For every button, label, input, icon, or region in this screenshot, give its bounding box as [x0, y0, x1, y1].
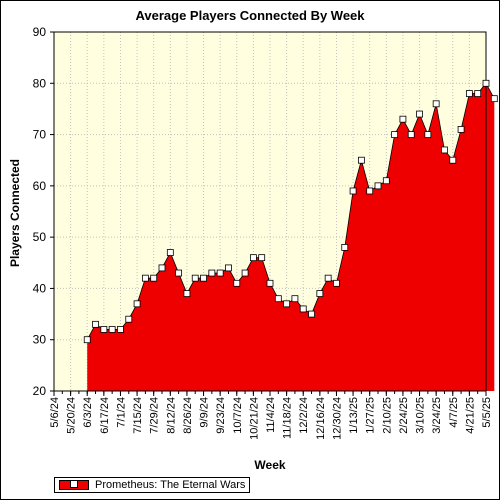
data-point: [424, 131, 432, 138]
y-tick-label: 30: [33, 333, 47, 347]
data-point: [308, 310, 315, 318]
data-point: [382, 177, 390, 185]
data-point: [457, 126, 465, 133]
x-tick-label: 6/3/24: [82, 397, 94, 428]
x-tick-label: 7/1/24: [115, 397, 127, 428]
data-point: [175, 269, 183, 277]
data-point: [441, 146, 448, 154]
x-tick-label: 5/20/24: [66, 397, 78, 434]
y-tick-label: 80: [33, 76, 47, 90]
data-point: [432, 100, 440, 108]
data-point: [100, 326, 108, 333]
y-tick-label: 50: [33, 230, 47, 244]
x-tick-label: 3/24/25: [431, 397, 443, 434]
x-tick-label: 8/12/24: [165, 397, 177, 434]
data-point: [324, 274, 332, 282]
data-point: [125, 315, 133, 323]
data-point: [233, 279, 241, 287]
y-axis-title: Players Connected: [8, 158, 22, 268]
data-point: [391, 131, 399, 138]
data-point: [399, 115, 407, 123]
x-tick-label: 12/16/24: [315, 397, 327, 440]
data-point: [150, 274, 158, 282]
legend-marker: [70, 480, 78, 488]
y-tick-label: 90: [33, 25, 47, 39]
data-point: [225, 264, 232, 272]
x-tick-label: 10/21/24: [248, 397, 260, 440]
x-tick-label: 12/2/24: [298, 397, 310, 434]
data-point: [241, 269, 249, 277]
data-point: [374, 182, 382, 190]
data-point: [83, 336, 91, 344]
x-axis-title: Week: [254, 458, 286, 472]
x-tick-label: 1/13/25: [348, 397, 360, 434]
data-point: [183, 290, 191, 297]
x-tick-label: 7/29/24: [149, 397, 161, 434]
data-point: [465, 90, 473, 97]
data-point: [283, 300, 291, 308]
data-point: [258, 254, 266, 262]
x-tick-label: 11/4/24: [265, 397, 277, 433]
data-point: [407, 131, 415, 138]
data-point: [191, 274, 199, 282]
data-point: [482, 79, 490, 87]
data-point: [166, 249, 174, 256]
data-point: [291, 295, 299, 303]
legend-label: Prometheus: The Eternal Wars: [95, 479, 246, 491]
series-area: [87, 83, 495, 392]
y-tick-label: 40: [33, 281, 47, 295]
y-tick-label: 60: [33, 179, 47, 193]
x-tick-label: 11/18/24: [282, 397, 294, 439]
data-point: [158, 264, 166, 272]
x-tick-label: 4/7/25: [448, 397, 460, 428]
x-tick-label: 12/30/24: [331, 397, 343, 440]
x-tick-label: 9/23/24: [215, 397, 227, 434]
chart-title: Average Players Connected By Week: [135, 8, 365, 23]
data-point: [366, 187, 374, 195]
y-tick-label: 20: [33, 384, 47, 398]
x-tick-label: 1/27/25: [365, 397, 377, 434]
data-point: [341, 243, 349, 251]
x-tick-label: 5/6/24: [49, 397, 61, 428]
x-tick-label: 7/15/24: [132, 397, 144, 434]
data-point: [133, 300, 141, 308]
x-tick-label: 10/7/24: [232, 397, 244, 434]
data-point: [108, 326, 116, 333]
data-point: [490, 95, 498, 103]
data-point: [141, 274, 149, 282]
data-point: [200, 274, 207, 282]
data-point: [416, 110, 423, 118]
x-tick-label: 6/17/24: [99, 397, 111, 434]
x-tick-label: 5/5/25: [481, 397, 493, 428]
data-point: [333, 279, 340, 287]
x-tick-label: 8/26/24: [182, 397, 194, 434]
data-point: [316, 290, 324, 297]
data-point: [266, 279, 274, 287]
data-point: [299, 305, 307, 313]
y-tick-label: 70: [33, 128, 47, 142]
data-point: [449, 156, 457, 164]
data-point: [117, 326, 124, 333]
legend-swatch: [59, 480, 89, 490]
data-point: [249, 254, 257, 262]
data-point: [208, 269, 216, 277]
x-tick-label: 9/9/24: [199, 397, 211, 428]
data-point: [92, 320, 99, 328]
data-point: [474, 90, 482, 97]
data-point: [274, 295, 282, 303]
x-tick-label: 4/21/25: [464, 397, 476, 434]
data-point: [349, 187, 357, 195]
legend: Prometheus: The Eternal Wars: [54, 477, 251, 493]
x-tick-label: 2/10/25: [381, 397, 393, 434]
data-point: [216, 269, 224, 277]
x-tick-label: 3/10/25: [415, 397, 427, 434]
x-tick-label: 2/24/25: [398, 397, 410, 434]
data-point: [357, 156, 365, 164]
